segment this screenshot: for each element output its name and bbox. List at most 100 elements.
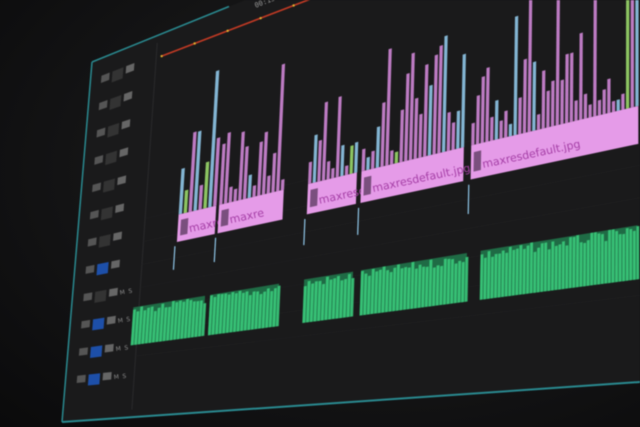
audio-waveform [600,233,604,285]
clip-thumbnail-spike [499,120,503,139]
solo-button[interactable]: S [124,344,129,351]
mute-button[interactable]: M [115,345,121,353]
audio-waveform [134,311,140,345]
panel-background [62,0,640,422]
clip-thumbnail-spike [375,126,381,168]
clip-thumbnail-spike [574,100,578,122]
audio-waveform [424,266,429,308]
audio-waveform [622,233,626,282]
track-target-toggle [111,67,124,83]
track-headers: M SM SM SM S [76,62,135,386]
clip-thumbnail-spike [480,76,485,144]
audio-waveform [410,261,415,309]
audio-waveform [533,251,537,293]
clip-thumbnail-spike [475,94,481,145]
solo-button[interactable]: S [122,373,127,380]
toggle-output-icon [110,259,120,269]
audio-waveform [151,310,157,343]
clip-thumbnail-spike [541,70,546,129]
audio-waveform [417,264,422,309]
lock-icon [94,154,104,165]
toggle-output-icon [108,287,118,297]
mute-button[interactable]: M [113,374,119,382]
clip-thumbnail-spike [583,93,588,119]
audio-waveform [229,291,235,333]
clip-thumbnail-spike [494,99,499,140]
edit-point-marker [467,184,470,214]
lock-icon [78,347,89,356]
fx-badge-icon [220,208,229,227]
track-target-toggle [109,95,122,111]
audio-waveform [579,241,583,287]
audio-waveform [328,279,333,320]
audio-waveform [197,300,203,337]
track-target-toggle [90,345,103,358]
audio-waveform [166,306,172,341]
audio-waveform [222,293,228,334]
clip-thumbnail-spike [344,165,349,176]
audio-waveform [388,271,393,312]
clip-thumbnail-spike [247,174,253,199]
audio-waveform [377,269,382,314]
audio-waveform [169,300,175,341]
audio-waveform [339,280,344,319]
clip-thumbnail-spike [441,35,448,153]
track-target-toggle [96,261,109,276]
clip-thumbnail-spike [422,64,429,157]
clip-thumbnail-spike [326,160,331,180]
audio-waveform [236,290,242,332]
clip-thumbnail-spike [471,122,475,146]
clip-thumbnail-spike [223,132,231,204]
audio-waveform [137,306,144,345]
ruler-marker [259,16,262,20]
audio-waveform [464,256,469,302]
audio-waveform [403,266,408,310]
audio-waveform [194,300,200,338]
clip-thumbnail-spike [564,53,569,124]
audio-waveform [515,248,519,296]
toggle-output-icon [121,119,131,130]
clip-thumbnail-spike [460,53,466,148]
edit-point-marker [172,246,176,270]
audio-waveform [479,254,484,300]
audio-waveform [302,285,307,324]
audio-waveform [632,230,636,280]
clip-thumbnail-spike [418,113,423,158]
audio-waveform [575,234,580,288]
audio-waveform [568,236,572,289]
clip-thumbnail-spike [555,0,560,126]
audio-waveform [201,303,207,337]
audio-waveform [155,307,161,343]
ruler-marker [226,29,229,33]
lock-icon [83,292,93,302]
audio-waveform [130,309,136,346]
audio-waveform [432,267,436,307]
video-clip [360,147,464,203]
audio-waveform [148,306,154,344]
audio-waveform [583,242,587,287]
panel-border-top [91,5,230,63]
clip-thumbnail-spike [621,93,625,111]
toggle-output-icon [104,343,114,353]
audio-waveform [346,273,351,318]
ruler-marker [292,4,295,7]
clip-thumbnail-spike [280,179,285,191]
track-target-toggle [105,150,118,166]
audio-waveform [413,268,418,309]
audio-waveform [497,253,502,298]
clip-thumbnail-spike [183,189,189,214]
clip-thumbnail-spike [219,143,226,205]
clip-thumbnail-spike [385,48,392,166]
audio-waveform [363,273,368,316]
mute-button[interactable]: M [119,289,125,297]
solo-button[interactable]: S [128,288,133,296]
audio-waveform [232,293,238,333]
audio-waveform [540,243,544,293]
solo-button[interactable]: S [126,316,131,324]
audio-waveform [493,253,498,299]
clip-thumbnail-spike [508,123,513,137]
mute-button[interactable]: M [117,317,123,325]
audio-waveform [550,241,555,291]
track-target-toggle [94,289,107,303]
